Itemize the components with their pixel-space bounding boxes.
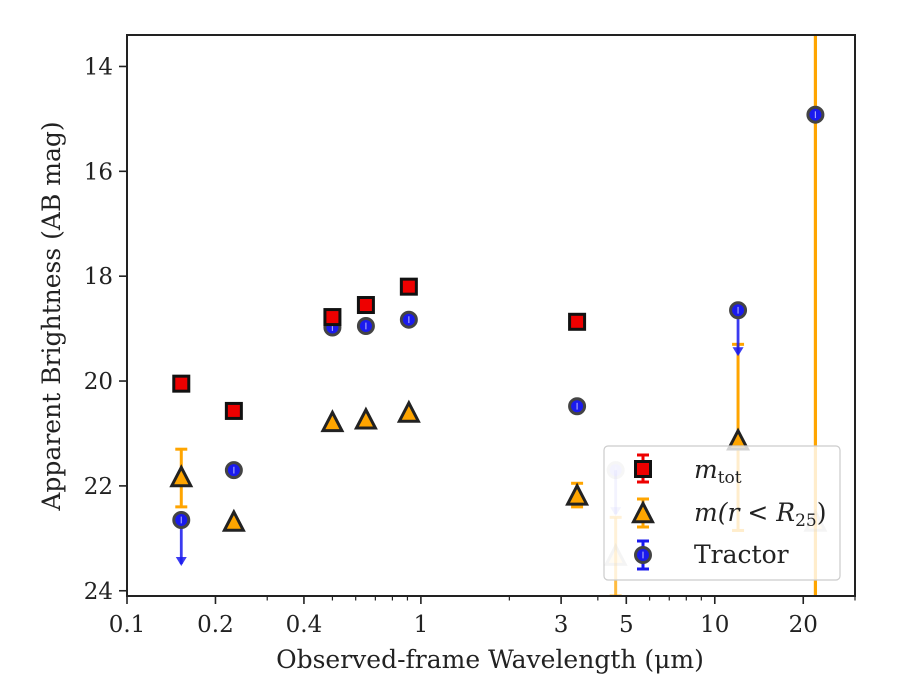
square-point (568, 312, 587, 331)
triangle-point (221, 508, 246, 532)
y-axis: 14 16 18 20 22 24 (84, 54, 127, 605)
square-point (323, 308, 342, 327)
triangle-point (565, 482, 590, 506)
legend-box (603, 445, 841, 581)
y-tick-label: 16 (84, 159, 113, 185)
legend-marker-mtot (634, 460, 652, 478)
square-point (356, 296, 375, 315)
square-point (399, 277, 418, 296)
legend-label-mr25: m(r < R25) (694, 498, 826, 531)
y-tick-label: 24 (84, 579, 113, 605)
legend-label-tractor: Tractor (694, 540, 789, 569)
y-axis-label: Apparent Brightness (AB mag) (37, 121, 66, 511)
x-tick-label: 0.1 (109, 612, 146, 638)
y-tick-label: 22 (84, 474, 113, 500)
x-tick-label: 5 (619, 612, 634, 638)
triangle-point (169, 464, 194, 488)
upper-limit-arrowhead (732, 347, 744, 357)
plot-frame (126, 34, 856, 597)
square-point (172, 374, 191, 393)
upper-limit-arrowhead (175, 556, 187, 566)
legend-label-mtot: mtot (694, 455, 742, 488)
x-tick-label: 1 (414, 612, 429, 638)
y-tick-label: 14 (84, 54, 113, 80)
square-point (224, 401, 243, 420)
legend-marker-mr25 (631, 500, 655, 524)
triangle-point (353, 406, 378, 430)
triangle-point (396, 399, 421, 423)
triangle-point (320, 409, 345, 433)
legend: mtot m(r < R25) Tractor (603, 445, 841, 581)
x-tick-label: 3 (554, 612, 569, 638)
x-tick-label: 10 (700, 612, 729, 638)
y-tick-label: 20 (84, 369, 113, 395)
x-axis-label: Observed-frame Wavelength (μm) (276, 645, 704, 674)
y-tick-label: 18 (84, 264, 113, 290)
x-axis: 0.1 0.2 0.4 1 3 5 10 20 (109, 596, 856, 638)
x-tick-label: 0.2 (197, 612, 234, 638)
x-tick-label: 0.4 (286, 612, 323, 638)
x-tick-label: 20 (789, 612, 818, 638)
